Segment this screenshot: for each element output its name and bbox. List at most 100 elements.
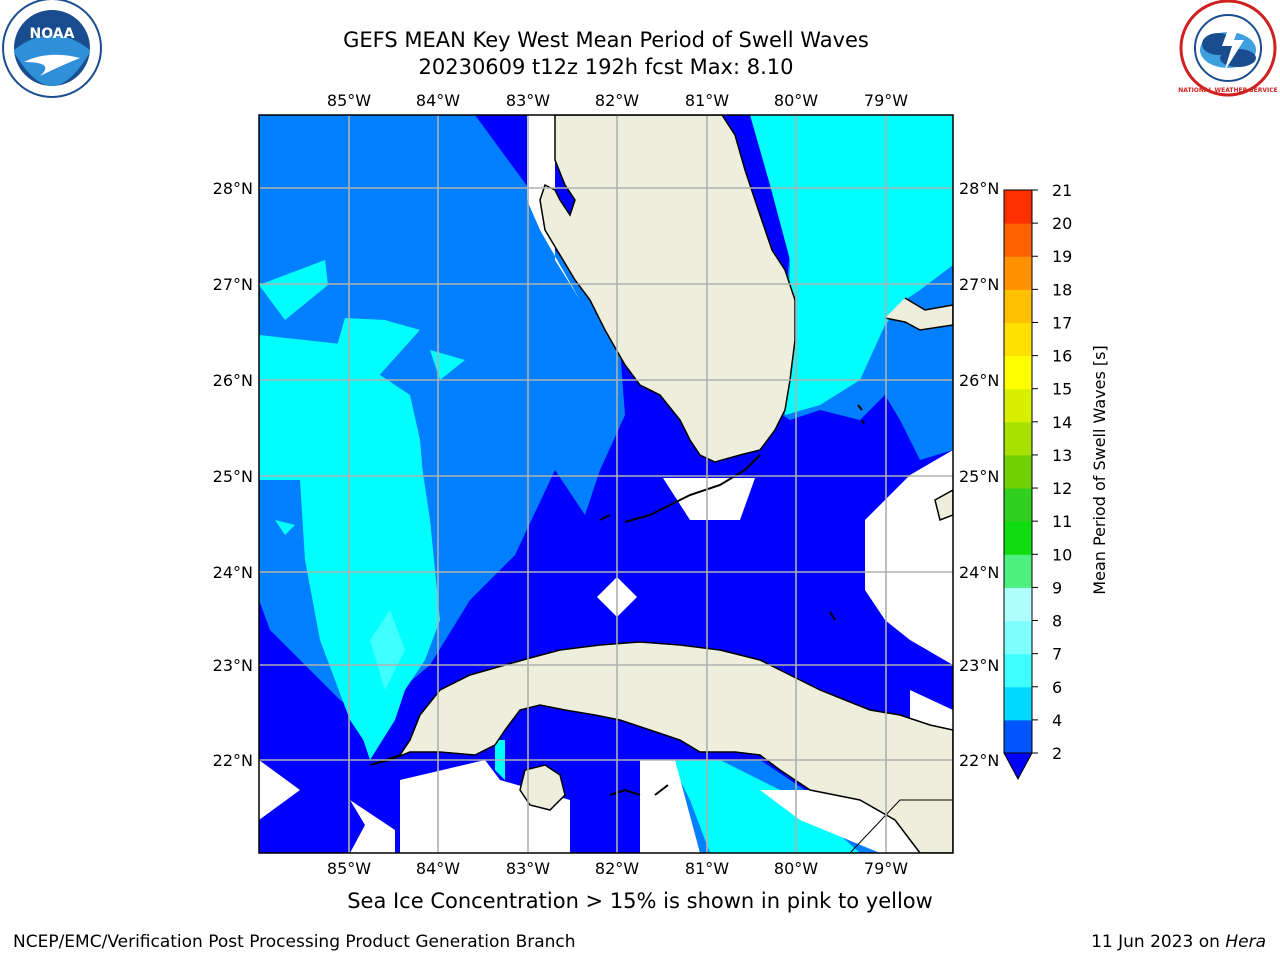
colorbar-tick-label: 6 <box>1052 678 1062 697</box>
lat-label: 25°N <box>213 467 253 486</box>
colorbar-segment <box>1004 223 1032 257</box>
nws-logo: NATIONAL WEATHER SERVICE <box>1178 0 1278 97</box>
footer-date: 11 Jun 2023 on <box>1091 932 1226 952</box>
lat-label: 28°N <box>213 179 253 198</box>
noaa-logo-text: NOAA <box>30 26 75 42</box>
colorbar: 2 4 6 7 8 9 10 11 12 13 14 15 16 17 18 19 20 21 <box>1003 181 1072 781</box>
map-panel <box>259 115 953 853</box>
footer-left: NCEP/EMC/Verification Post Processing Pr… <box>13 932 576 952</box>
lat-label: 22°N <box>959 751 999 770</box>
colorbar-outline <box>1003 189 1033 754</box>
lon-label: 80°W <box>774 859 818 878</box>
lon-label: 82°W <box>595 859 639 878</box>
colorbar-tick-label: 21 <box>1052 181 1072 200</box>
noaa-logo: NOAA <box>2 0 102 98</box>
chart-title: GEFS MEAN Key West Mean Period of Swell … <box>343 28 869 52</box>
florida-keys <box>599 454 761 523</box>
mask-region <box>640 760 700 853</box>
lon-gridlines <box>348 115 887 853</box>
swell-4to6-east <box>750 115 953 415</box>
lat-label: 24°N <box>959 563 999 582</box>
lat-label: 26°N <box>959 371 999 390</box>
footer-right: 11 Jun 2023 on Hera <box>1091 932 1266 952</box>
lon-label: 82°W <box>595 91 639 110</box>
cuba-land <box>369 641 953 853</box>
colorbar-tick-label: 2 <box>1052 744 1062 763</box>
lon-label: 84°W <box>416 859 460 878</box>
colorbar-segment <box>1004 653 1032 688</box>
lon-label: 81°W <box>685 91 729 110</box>
colorbar-segment <box>1004 289 1032 323</box>
colorbar-tick-label: 16 <box>1052 347 1072 366</box>
mask-region <box>350 800 395 853</box>
mask-region <box>663 478 755 520</box>
lat-label: 28°N <box>959 179 999 198</box>
colorbar-tick-label: 4 <box>1052 711 1062 730</box>
colorbar-tick-label: 20 <box>1052 214 1072 233</box>
swell-6to7-region <box>370 610 405 690</box>
lon-label: 79°W <box>864 91 908 110</box>
colorbar-tick-label: 9 <box>1052 578 1062 597</box>
lon-label: 79°W <box>864 859 908 878</box>
colorbar-segment <box>1004 256 1032 290</box>
map-border <box>258 114 954 854</box>
lat-label: 27°N <box>959 275 999 294</box>
colorbar-segment <box>1004 355 1032 390</box>
colorbar-segment <box>1004 719 1032 754</box>
colorbar-label: Mean Period of Swell Waves [s] <box>1090 345 1109 594</box>
lat-label: 24°N <box>213 563 253 582</box>
colorbar-segment <box>1004 388 1032 423</box>
mask-region <box>760 790 953 853</box>
colorbar-tick-label: 19 <box>1052 247 1072 266</box>
colorbar-segment <box>1004 554 1032 588</box>
mask-region <box>259 760 300 820</box>
lon-labels-top: 85°W 84°W 83°W 82°W 81°W 80°W 79°W <box>327 91 908 110</box>
colorbar-tick-label: 12 <box>1052 479 1072 498</box>
footer-host: Hera <box>1225 932 1266 952</box>
lon-label: 80°W <box>774 91 818 110</box>
colorbar-segment <box>1004 421 1032 456</box>
lon-labels-bottom: 85°W 84°W 83°W 82°W 81°W 80°W 79°W <box>327 859 908 878</box>
lon-label: 83°W <box>506 91 550 110</box>
lat-labels-left: 28°N 27°N 26°N 25°N 24°N 23°N 22°N <box>213 179 253 770</box>
nws-logo-text: NATIONAL WEATHER SERVICE <box>1178 87 1277 94</box>
colorbar-segment <box>1004 454 1032 489</box>
colorbar-tick-label: 8 <box>1052 612 1062 631</box>
lat-label: 22°N <box>213 751 253 770</box>
lat-label: 23°N <box>213 656 253 675</box>
colorbar-segment <box>1004 322 1032 357</box>
colorbar-tick-label: 10 <box>1052 545 1072 564</box>
lon-label: 83°W <box>506 859 550 878</box>
colorbar-tick-label: 18 <box>1052 280 1072 299</box>
florida-land <box>539 115 796 463</box>
colorbar-segment <box>1004 190 1032 224</box>
chart-subtitle: 20230609 t12z 192h fcst Max: 8.10 <box>418 55 794 79</box>
lat-gridlines <box>259 187 953 761</box>
colorbar-segment <box>1004 587 1032 622</box>
colorbar-tick-label: 11 <box>1052 512 1072 531</box>
swell-4to6-islet1 <box>275 520 295 535</box>
lon-label: 84°W <box>416 91 460 110</box>
sea-ice-note: Sea Ice Concentration > 15% is shown in … <box>347 889 933 913</box>
swell-4to6-south <box>670 760 860 853</box>
lat-label: 27°N <box>213 275 253 294</box>
lon-label: 81°W <box>685 859 729 878</box>
colorbar-segment <box>1004 521 1032 555</box>
colorbar-segment <box>1004 620 1032 655</box>
swell-4to6-islet3 <box>259 260 328 320</box>
lon-label: 85°W <box>327 91 371 110</box>
bahamas-coast <box>884 297 953 331</box>
bahamas-coast <box>934 489 953 522</box>
isle-of-youth <box>519 764 566 811</box>
colorbar-segment <box>1004 686 1032 721</box>
lat-label: 25°N <box>959 467 999 486</box>
lat-label: 23°N <box>959 656 999 675</box>
colorbar-segment <box>1004 488 1032 522</box>
lon-label: 85°W <box>327 859 371 878</box>
colorbar-tick-label: 17 <box>1052 313 1072 332</box>
colorbar-extend-triangle <box>1003 752 1033 781</box>
mask-region <box>865 450 953 665</box>
colorbar-tick-label: 14 <box>1052 413 1072 432</box>
lat-labels-right: 28°N 27°N 26°N 25°N 24°N 23°N 22°N <box>959 179 999 770</box>
